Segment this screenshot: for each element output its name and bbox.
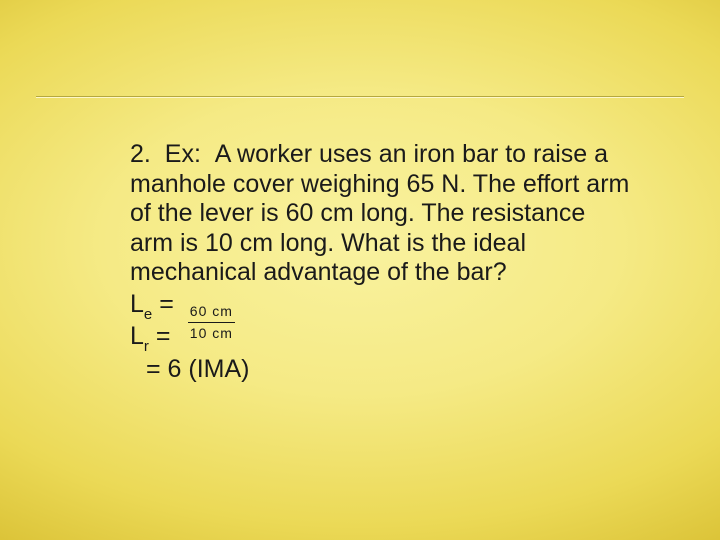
eq-symbol-L2: L bbox=[130, 322, 144, 350]
fraction: 60 cm 10 cm bbox=[188, 303, 235, 342]
equation-lhs-row-2: Lr = bbox=[130, 322, 174, 355]
problem-body: A worker uses an iron bar to raise a man… bbox=[130, 140, 629, 286]
eq-eq-2: = bbox=[149, 322, 171, 350]
eq-subscript-e: e bbox=[144, 306, 152, 323]
fraction-bar bbox=[188, 322, 235, 323]
eq-symbol-L: L bbox=[130, 290, 144, 318]
fraction-numerator: 60 cm bbox=[188, 303, 235, 321]
problem-number: 2. bbox=[130, 140, 151, 168]
equation-row: Le = Lr = 60 cm 10 cm bbox=[130, 290, 630, 355]
slide-content: 2. Ex: A worker uses an iron bar to rais… bbox=[130, 140, 630, 384]
header-divider bbox=[36, 96, 684, 98]
problem-text: 2. Ex: A worker uses an iron bar to rais… bbox=[130, 140, 630, 288]
problem-label: Ex: bbox=[165, 140, 201, 168]
eq-eq-1: = bbox=[152, 290, 174, 318]
eq-subscript-r: r bbox=[144, 338, 149, 355]
equation-result: = 6 (IMA) bbox=[146, 355, 630, 385]
equation-lhs-row-1: Le = bbox=[130, 290, 174, 323]
equation-lhs: Le = Lr = bbox=[130, 290, 174, 355]
fraction-denominator: 10 cm bbox=[188, 324, 235, 342]
